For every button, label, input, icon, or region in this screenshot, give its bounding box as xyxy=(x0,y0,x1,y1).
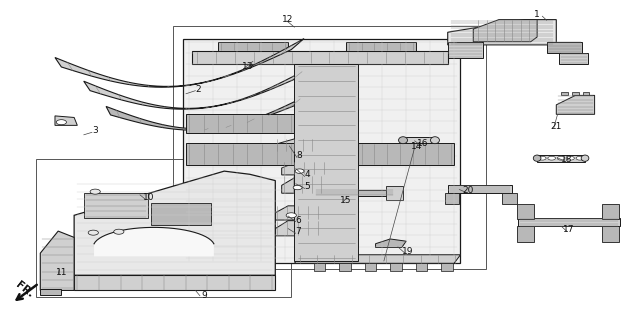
Circle shape xyxy=(548,156,556,160)
Polygon shape xyxy=(339,263,351,271)
Text: 15: 15 xyxy=(340,196,351,205)
Polygon shape xyxy=(445,193,460,204)
Circle shape xyxy=(295,169,304,173)
Circle shape xyxy=(576,156,584,160)
Polygon shape xyxy=(74,275,275,290)
Text: 7: 7 xyxy=(296,227,301,236)
Ellipse shape xyxy=(431,137,440,144)
Circle shape xyxy=(56,120,67,125)
Text: 17: 17 xyxy=(563,225,575,234)
Polygon shape xyxy=(547,42,582,53)
Ellipse shape xyxy=(399,137,408,144)
Text: 12: 12 xyxy=(282,15,294,24)
Polygon shape xyxy=(358,143,454,165)
Polygon shape xyxy=(556,95,595,114)
Polygon shape xyxy=(315,190,394,196)
Text: 9: 9 xyxy=(201,291,207,300)
Text: 13: 13 xyxy=(242,61,253,70)
Text: 3: 3 xyxy=(92,126,98,135)
Text: 10: 10 xyxy=(143,193,155,203)
Text: 1: 1 xyxy=(534,10,540,19)
Text: 18: 18 xyxy=(561,155,572,164)
Polygon shape xyxy=(602,226,619,242)
Circle shape xyxy=(557,156,565,160)
Polygon shape xyxy=(448,42,483,57)
Polygon shape xyxy=(294,255,461,263)
Polygon shape xyxy=(561,92,568,95)
Polygon shape xyxy=(84,193,148,218)
Polygon shape xyxy=(448,20,556,45)
Polygon shape xyxy=(282,176,323,193)
Polygon shape xyxy=(192,51,448,64)
Text: 4: 4 xyxy=(305,171,310,179)
Polygon shape xyxy=(365,263,376,271)
Polygon shape xyxy=(473,20,537,42)
Polygon shape xyxy=(537,155,585,162)
Polygon shape xyxy=(40,289,61,295)
Polygon shape xyxy=(106,94,310,130)
Polygon shape xyxy=(218,42,288,51)
Text: 19: 19 xyxy=(402,247,413,256)
Polygon shape xyxy=(403,137,435,143)
Polygon shape xyxy=(442,263,453,271)
Polygon shape xyxy=(518,218,620,226)
Polygon shape xyxy=(387,186,403,200)
Circle shape xyxy=(90,189,100,194)
Polygon shape xyxy=(390,263,402,271)
Text: 11: 11 xyxy=(56,268,67,277)
Text: 14: 14 xyxy=(412,142,423,151)
Polygon shape xyxy=(74,171,275,275)
Polygon shape xyxy=(186,114,294,133)
Polygon shape xyxy=(583,92,589,95)
Text: 6: 6 xyxy=(296,216,301,224)
Polygon shape xyxy=(572,92,579,95)
Circle shape xyxy=(286,213,296,218)
Polygon shape xyxy=(275,206,320,220)
Circle shape xyxy=(566,156,574,160)
Circle shape xyxy=(88,230,99,235)
Polygon shape xyxy=(306,195,320,206)
Polygon shape xyxy=(346,42,416,51)
Polygon shape xyxy=(40,231,74,290)
Polygon shape xyxy=(516,204,534,219)
Text: 2: 2 xyxy=(196,85,202,94)
Polygon shape xyxy=(294,64,358,261)
Text: 21: 21 xyxy=(550,122,562,131)
Polygon shape xyxy=(602,204,619,219)
Polygon shape xyxy=(516,226,534,242)
Polygon shape xyxy=(186,143,294,165)
Ellipse shape xyxy=(533,155,541,161)
Text: 16: 16 xyxy=(417,139,429,148)
Polygon shape xyxy=(182,39,461,263)
Polygon shape xyxy=(55,39,304,87)
Text: FR.: FR. xyxy=(14,280,36,299)
Text: 8: 8 xyxy=(297,152,303,160)
Polygon shape xyxy=(502,193,516,204)
Circle shape xyxy=(114,229,124,234)
Text: 20: 20 xyxy=(463,186,474,195)
Polygon shape xyxy=(314,263,325,271)
Polygon shape xyxy=(84,65,314,109)
Circle shape xyxy=(538,156,546,160)
Circle shape xyxy=(293,185,302,190)
Polygon shape xyxy=(151,203,211,225)
Polygon shape xyxy=(275,138,314,152)
Polygon shape xyxy=(94,227,214,256)
Polygon shape xyxy=(448,185,511,193)
Polygon shape xyxy=(275,221,320,236)
Polygon shape xyxy=(559,53,588,64)
Ellipse shape xyxy=(581,155,589,161)
Polygon shape xyxy=(55,116,77,125)
Polygon shape xyxy=(416,263,428,271)
Polygon shape xyxy=(282,162,326,175)
Polygon shape xyxy=(376,239,406,248)
Text: 5: 5 xyxy=(305,182,310,191)
